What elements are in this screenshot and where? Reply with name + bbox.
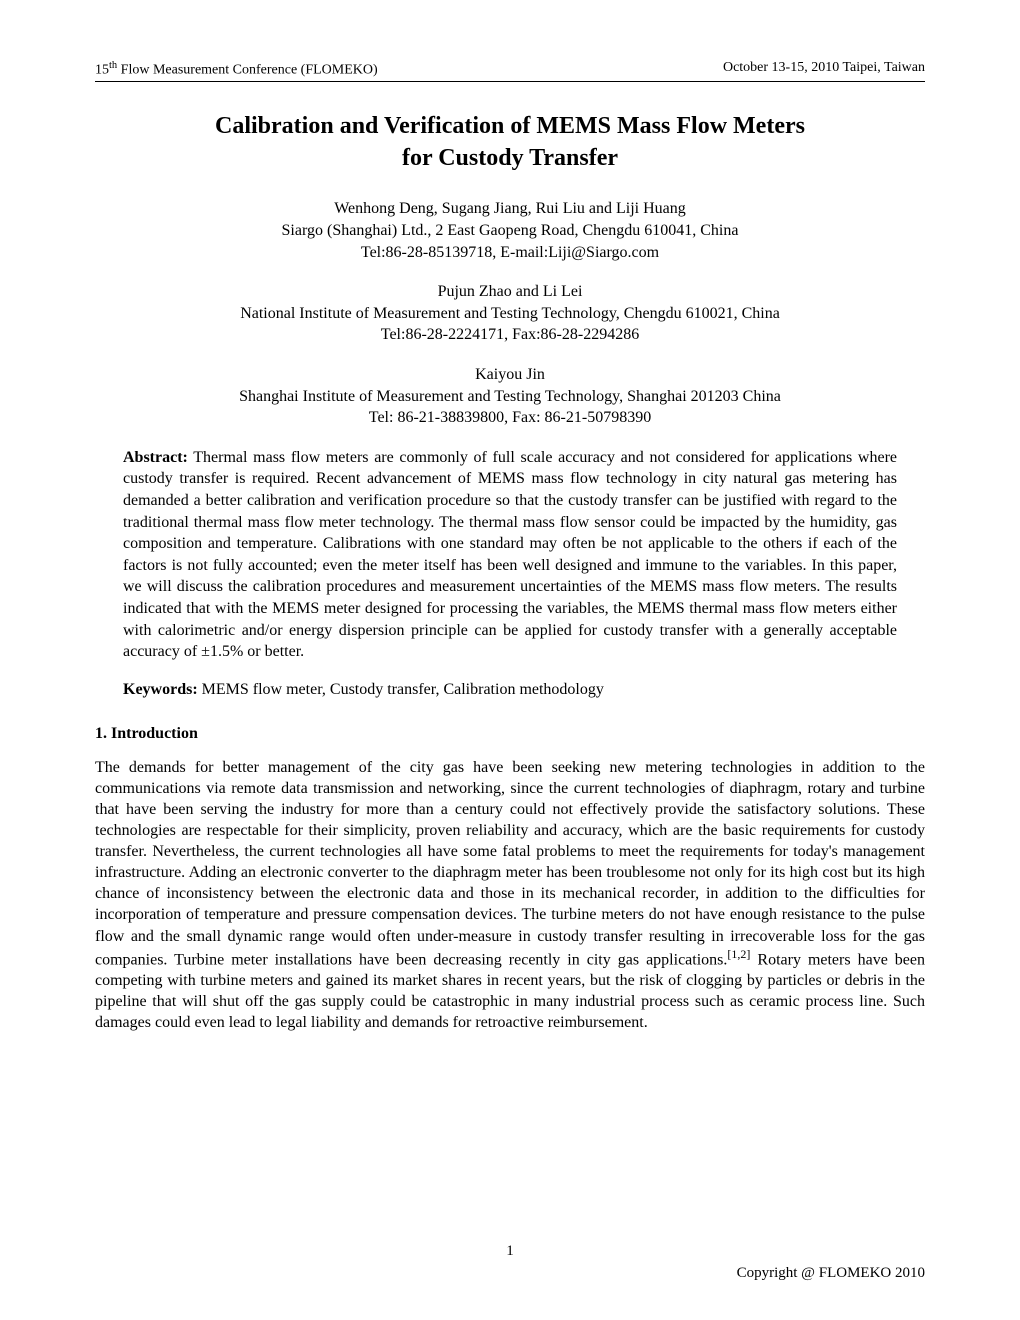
- author-affiliation-1: Siargo (Shanghai) Ltd., 2 East Gaopeng R…: [95, 220, 925, 242]
- title-line-2: for Custody Transfer: [95, 142, 925, 174]
- header-left-prefix: 15: [95, 63, 109, 78]
- abstract-label: Abstract:: [123, 449, 188, 466]
- citation-ref-1-2: [1,2]: [727, 947, 750, 961]
- header-conference: 15th Flow Measurement Conference (FLOMEK…: [95, 60, 378, 79]
- keywords-text: MEMS flow meter, Custody transfer, Calib…: [198, 681, 604, 698]
- keywords-label: Keywords:: [123, 681, 198, 698]
- author-contact-1: Tel:86-28-85139718, E-mail:Liji@Siargo.c…: [95, 242, 925, 264]
- paper-title: Calibration and Verification of MEMS Mas…: [95, 110, 925, 175]
- abstract-text: Thermal mass flow meters are commonly of…: [123, 449, 897, 660]
- author-block-3: Kaiyou Jin Shanghai Institute of Measure…: [95, 364, 925, 429]
- author-names-2: Pujun Zhao and Li Lei: [95, 281, 925, 303]
- author-block-2: Pujun Zhao and Li Lei National Institute…: [95, 281, 925, 346]
- author-affiliation-3: Shanghai Institute of Measurement and Te…: [95, 386, 925, 408]
- author-contact-2: Tel:86-28-2224171, Fax:86-28-2294286: [95, 324, 925, 346]
- author-names-3: Kaiyou Jin: [95, 364, 925, 386]
- page-header: 15th Flow Measurement Conference (FLOMEK…: [95, 60, 925, 82]
- header-date-location: October 13-15, 2010 Taipei, Taiwan: [723, 60, 925, 79]
- author-affiliation-2: National Institute of Measurement and Te…: [95, 303, 925, 325]
- author-block-1: Wenhong Deng, Sugang Jiang, Rui Liu and …: [95, 198, 925, 263]
- keywords: Keywords: MEMS flow meter, Custody trans…: [123, 681, 897, 699]
- section-heading-introduction: 1. Introduction: [95, 725, 925, 743]
- title-line-1: Calibration and Verification of MEMS Mas…: [95, 110, 925, 142]
- author-contact-3: Tel: 86-21-38839800, Fax: 86-21-50798390: [95, 407, 925, 429]
- author-names-1: Wenhong Deng, Sugang Jiang, Rui Liu and …: [95, 198, 925, 220]
- header-left-rest: Flow Measurement Conference (FLOMEKO): [117, 63, 378, 78]
- abstract: Abstract: Thermal mass flow meters are c…: [123, 447, 897, 663]
- introduction-paragraph: The demands for better management of the…: [95, 757, 925, 1034]
- intro-text-before-ref: The demands for better management of the…: [95, 759, 925, 968]
- page-number: 1: [506, 1243, 514, 1260]
- header-left-super: th: [109, 60, 117, 71]
- copyright-notice: Copyright @ FLOMEKO 2010: [737, 1265, 925, 1282]
